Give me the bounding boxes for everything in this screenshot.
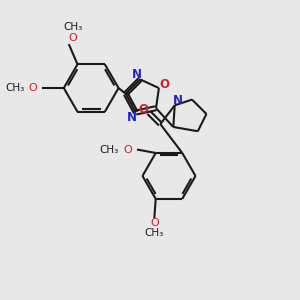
Text: O: O <box>150 218 159 228</box>
Text: O: O <box>123 145 132 154</box>
Text: N: N <box>127 111 137 124</box>
Text: CH₃: CH₃ <box>145 229 164 238</box>
Text: O: O <box>159 78 169 91</box>
Text: O: O <box>139 103 148 116</box>
Text: O: O <box>28 83 37 93</box>
Text: CH₃: CH₃ <box>100 145 119 154</box>
Text: CH₃: CH₃ <box>64 22 83 32</box>
Text: N: N <box>173 94 183 106</box>
Text: O: O <box>69 33 77 43</box>
Text: CH₃: CH₃ <box>5 83 24 93</box>
Text: N: N <box>132 68 142 81</box>
